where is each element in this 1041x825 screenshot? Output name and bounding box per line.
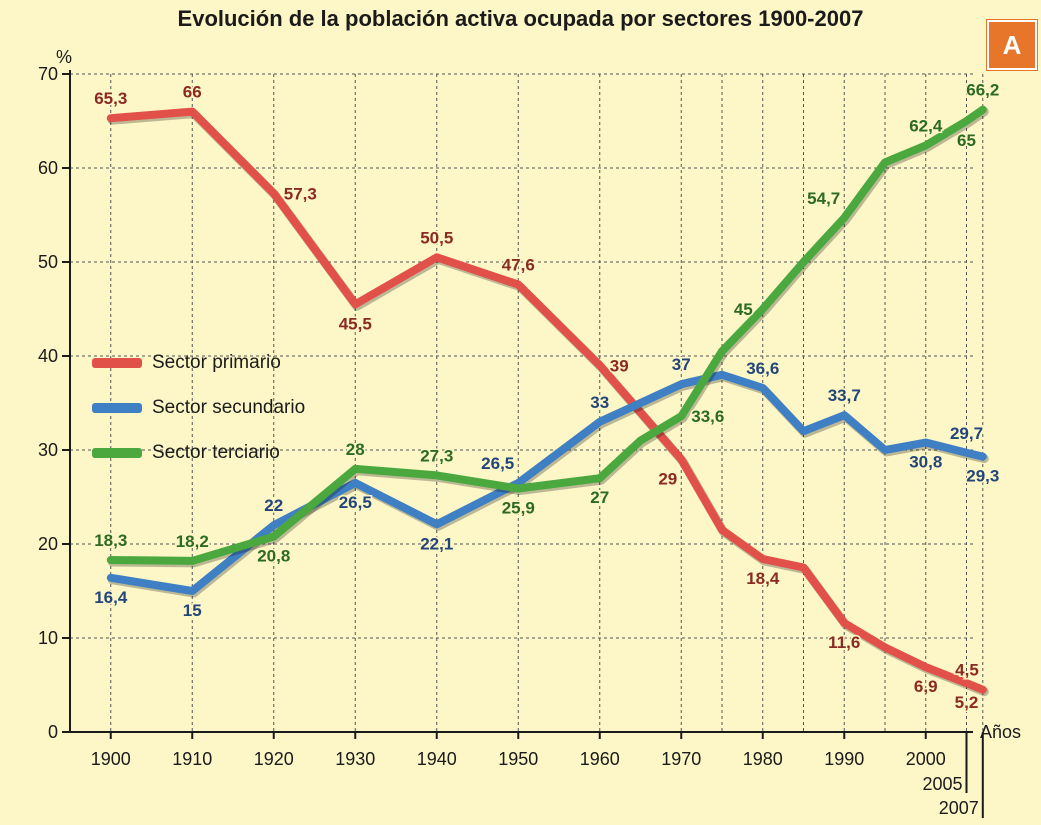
series-primario-data-label: 29: [658, 469, 677, 488]
y-tick-label: 30: [38, 440, 58, 460]
series-primario-data-label: 47,6: [502, 256, 535, 275]
series-primario-data-label: 4,5: [955, 661, 979, 680]
series-primario-data-label: 65,3: [94, 89, 127, 108]
series-secundario-data-label: 33: [590, 393, 609, 412]
series-secundario-data-label: 33,7: [828, 386, 861, 405]
series-primario-data-label: 6,9: [914, 677, 938, 696]
x-tick-label: 1980: [743, 749, 783, 769]
section-badge: A: [987, 20, 1037, 70]
y-tick-label: 60: [38, 158, 58, 178]
x-tick-label-2007: 2007: [939, 798, 979, 818]
series-terciario-data-label: 66,2: [966, 81, 999, 100]
series-terciario-shadow: [107, 107, 989, 568]
series-primario-line: [106, 107, 987, 694]
y-tick-label: 0: [48, 722, 58, 742]
series-terciario-data-label: 28: [346, 440, 365, 459]
x-tick-label: 1970: [661, 749, 701, 769]
x-tick-label: 1940: [417, 749, 457, 769]
series-terciario-data-label: 27,3: [420, 446, 453, 465]
y-tick-label: 20: [38, 534, 58, 554]
x-tick-label: 1950: [498, 749, 538, 769]
series-secundario-data-label: 22,1: [420, 534, 453, 553]
y-tick-label: 10: [38, 628, 58, 648]
y-tick-label: 70: [38, 64, 58, 84]
x-tick-label: 1930: [335, 749, 375, 769]
series-secundario-data-label: 26,5: [339, 493, 372, 512]
series-primario-data-label: 45,5: [339, 314, 372, 333]
series-terciario-data-label: 45: [734, 300, 753, 319]
series-primario-data-label: 57,3: [284, 184, 317, 203]
series-terciario-data-label: 33,6: [691, 407, 724, 426]
series-primario-data-label: 39: [610, 356, 629, 375]
x-tick-label: 1900: [91, 749, 131, 769]
series-primario-data-label: 50,5: [420, 228, 453, 247]
legend-item-secundario: Sector secundario: [92, 385, 305, 430]
legend-label: Sector terciario: [152, 441, 280, 463]
legend-item-primario: Sector primario: [92, 340, 305, 385]
y-axis-label: %: [56, 47, 72, 67]
series-primario-data-label: 5,2: [955, 693, 979, 712]
series-secundario-data-label: 29,3: [966, 467, 999, 486]
x-tick-label: 2000: [906, 749, 946, 769]
x-tick-label: 1990: [824, 749, 864, 769]
series-terciario-data-label: 27: [590, 488, 609, 507]
series-secundario-data-label: 15: [183, 601, 202, 620]
legend: Sector primario Sector secundario Sector…: [92, 340, 305, 475]
series-secundario-data-label: 29,7: [950, 424, 983, 443]
series-secundario-data-label: 36,6: [746, 359, 779, 378]
series-terciario-data-label: 18,3: [94, 531, 127, 550]
series-terciario-data-label: 25,9: [502, 499, 535, 518]
x-tick-label: 1920: [254, 749, 294, 769]
legend-swatch-primario: [92, 357, 142, 368]
series-terciario-data-label: 18,2: [176, 532, 209, 551]
x-tick-label-2005: 2005: [922, 774, 962, 794]
x-tick-label: 1910: [172, 749, 212, 769]
x-axis-label: Años: [980, 722, 1021, 742]
legend-swatch-secundario: [92, 402, 142, 413]
series-terciario-data-label: 20,8: [257, 546, 290, 565]
series-primario-data-label: 66: [183, 83, 202, 102]
series-secundario-data-label: 16,4: [94, 588, 128, 607]
legend-label: Sector primario: [152, 351, 281, 373]
series-terciario-data-label: 62,4: [909, 116, 943, 135]
legend-swatch-terciario: [92, 447, 142, 458]
series-secundario-data-label: 22: [264, 496, 283, 515]
legend-label: Sector secundario: [152, 396, 306, 418]
legend-item-terciario: Sector terciario: [92, 430, 305, 475]
series-secundario-data-label: 30,8: [909, 452, 942, 471]
x-tick-label: 1960: [580, 749, 620, 769]
series-terciario-line: [106, 105, 987, 565]
series-secundario-data-label: 37: [672, 355, 691, 374]
chart-title: Evolución de la población activa ocupada…: [177, 6, 864, 31]
series-secundario-data-label: 26,5: [481, 454, 514, 473]
series-primario-data-label: 18,4: [746, 569, 780, 588]
y-tick-label: 40: [38, 346, 58, 366]
y-tick-label: 50: [38, 252, 58, 272]
series-terciario-data-label: 65: [957, 131, 976, 150]
series-terciario-data-label: 54,7: [807, 189, 840, 208]
series-primario-data-label: 11,6: [828, 633, 860, 652]
